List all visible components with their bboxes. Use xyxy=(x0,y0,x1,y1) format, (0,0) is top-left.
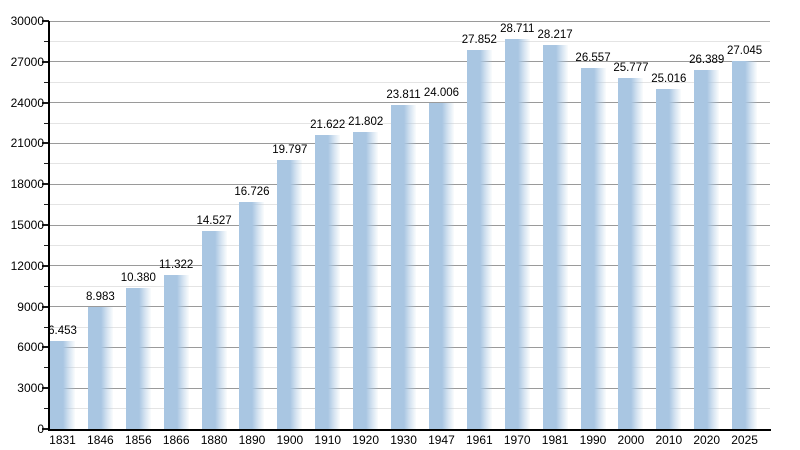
y-axis-label: 30000 xyxy=(10,14,44,28)
x-axis-label: 1910 xyxy=(314,433,342,447)
y-axis-tick xyxy=(42,428,49,430)
x-axis-label: 2010 xyxy=(655,433,683,447)
x-axis-label: 1970 xyxy=(503,433,531,447)
bar-value-label: 8.983 xyxy=(86,290,115,303)
gridline-major xyxy=(50,102,770,104)
bar-value-label: 25.777 xyxy=(613,62,649,75)
x-axis-label: 2025 xyxy=(731,433,758,447)
bar xyxy=(277,159,303,429)
y-axis-label: 0 xyxy=(37,422,44,436)
y-axis-tick xyxy=(42,183,49,186)
x-axis-label: 1990 xyxy=(579,433,607,447)
x-axis-line xyxy=(48,429,771,431)
bar xyxy=(656,88,682,429)
y-axis-tick xyxy=(44,122,49,124)
bar-value-label: 21.802 xyxy=(348,116,384,129)
y-axis-tick xyxy=(44,244,49,246)
x-axis-label: 1930 xyxy=(390,433,417,447)
gridline-major xyxy=(50,20,770,22)
bar-value-label: 28.711 xyxy=(500,22,535,35)
bar-value-label: 24.006 xyxy=(423,86,460,99)
bar xyxy=(618,78,644,429)
bar xyxy=(201,231,227,429)
x-axis-label: 1961 xyxy=(465,433,493,447)
x-axis-label: 1880 xyxy=(200,433,228,447)
y-axis-tick xyxy=(44,163,49,165)
y-axis-label: 21000 xyxy=(10,136,44,151)
bar-value-label: 10.380 xyxy=(120,271,156,284)
y-axis-tick xyxy=(44,408,49,410)
x-axis-label: 1947 xyxy=(428,433,455,447)
bar xyxy=(504,38,530,429)
y-axis-tick xyxy=(42,387,49,390)
y-axis-label: 24000 xyxy=(10,95,44,110)
x-axis-label: 2000 xyxy=(617,433,645,447)
bar-value-label: 19.797 xyxy=(272,143,308,156)
bar xyxy=(353,132,379,429)
bar xyxy=(125,287,151,429)
y-axis-tick xyxy=(44,367,49,369)
y-axis-label: 3000 xyxy=(17,381,44,396)
y-axis-tick xyxy=(44,40,49,42)
x-axis-label: 1890 xyxy=(238,433,266,447)
y-axis-line xyxy=(48,21,50,431)
bar xyxy=(50,341,75,429)
bar-value-label: 28.217 xyxy=(537,29,573,42)
bar-value-label: 25.016 xyxy=(651,72,687,85)
x-axis-label: 1866 xyxy=(162,433,190,447)
bar xyxy=(428,102,454,429)
bar-value-label: 27.045 xyxy=(727,45,763,58)
y-axis-label: 18000 xyxy=(10,177,44,192)
bar xyxy=(315,134,341,429)
y-axis-tick xyxy=(42,60,49,63)
bar xyxy=(466,50,492,429)
x-axis-label: 1831 xyxy=(49,433,76,447)
x-axis-label: 1846 xyxy=(87,433,114,447)
y-axis-tick xyxy=(42,305,49,308)
bar-value-label: 6.453 xyxy=(48,325,77,338)
x-axis-label: 1856 xyxy=(124,433,152,447)
x-axis-label: 1920 xyxy=(352,433,380,447)
bar xyxy=(694,70,720,429)
y-axis-label: 12000 xyxy=(10,258,44,273)
bar xyxy=(732,61,758,429)
y-axis-label: 6000 xyxy=(17,340,44,355)
bar-value-label: 11.322 xyxy=(159,259,194,272)
bar xyxy=(580,67,606,429)
y-axis-tick xyxy=(42,142,49,145)
bar xyxy=(163,275,189,429)
y-axis-tick xyxy=(42,346,49,349)
y-axis-tick xyxy=(44,204,49,206)
bar-value-label: 14.527 xyxy=(196,215,232,228)
x-axis-label: 2020 xyxy=(693,433,721,447)
bar-value-label: 26.557 xyxy=(575,51,611,64)
bar-value-label: 26.389 xyxy=(689,54,725,67)
gridline-minor xyxy=(50,81,770,83)
bar-value-label: 23.811 xyxy=(386,89,421,102)
y-axis-label: 9000 xyxy=(17,299,44,314)
y-axis-tick xyxy=(44,285,49,287)
x-axis-label: 1900 xyxy=(276,433,304,447)
y-axis-tick xyxy=(42,20,49,22)
bar xyxy=(239,201,265,429)
y-axis-tick xyxy=(44,326,49,328)
y-axis-tick xyxy=(42,101,49,104)
y-axis-label: 15000 xyxy=(10,218,44,232)
y-axis-tick xyxy=(42,264,49,267)
bar xyxy=(542,45,568,429)
bar xyxy=(87,306,113,429)
gridline-minor xyxy=(50,40,770,42)
bar xyxy=(391,105,417,429)
bar-value-label: 27.852 xyxy=(461,34,497,47)
y-axis-tick xyxy=(42,224,49,226)
x-axis-label: 1981 xyxy=(541,433,569,447)
y-axis-label: 27000 xyxy=(10,54,44,69)
bar-value-label: 16.726 xyxy=(234,185,270,198)
bar-value-label: 21.622 xyxy=(310,118,346,131)
y-axis-tick xyxy=(44,81,49,83)
gridline-major xyxy=(50,61,770,63)
